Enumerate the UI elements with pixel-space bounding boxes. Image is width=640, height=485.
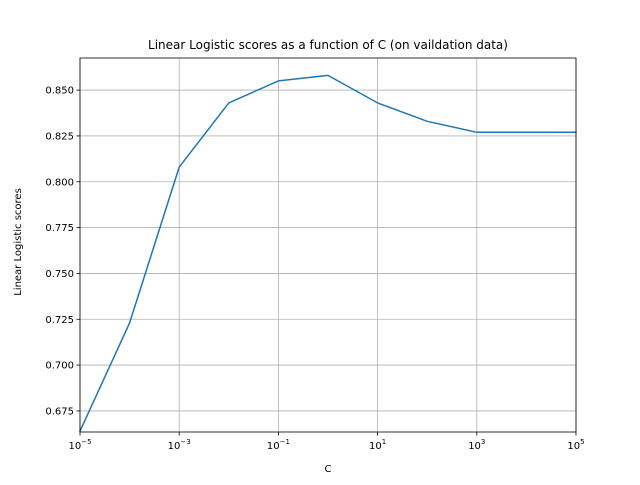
y-tick-label: 0.675 (45, 406, 74, 417)
y-tick-label: 0.750 (45, 269, 74, 280)
chart-title: Linear Logistic scores as a function of … (148, 38, 508, 52)
y-tick-label: 0.850 (45, 86, 74, 97)
y-tick-label: 0.800 (45, 177, 74, 188)
y-tick-label: 0.825 (45, 131, 74, 142)
y-tick-label: 0.775 (45, 223, 74, 234)
y-tick-label: 0.700 (45, 361, 74, 372)
x-axis-label: C (325, 464, 332, 475)
y-axis-label: Linear Logistic scores (13, 188, 24, 296)
y-tick-label: 0.725 (45, 315, 74, 326)
